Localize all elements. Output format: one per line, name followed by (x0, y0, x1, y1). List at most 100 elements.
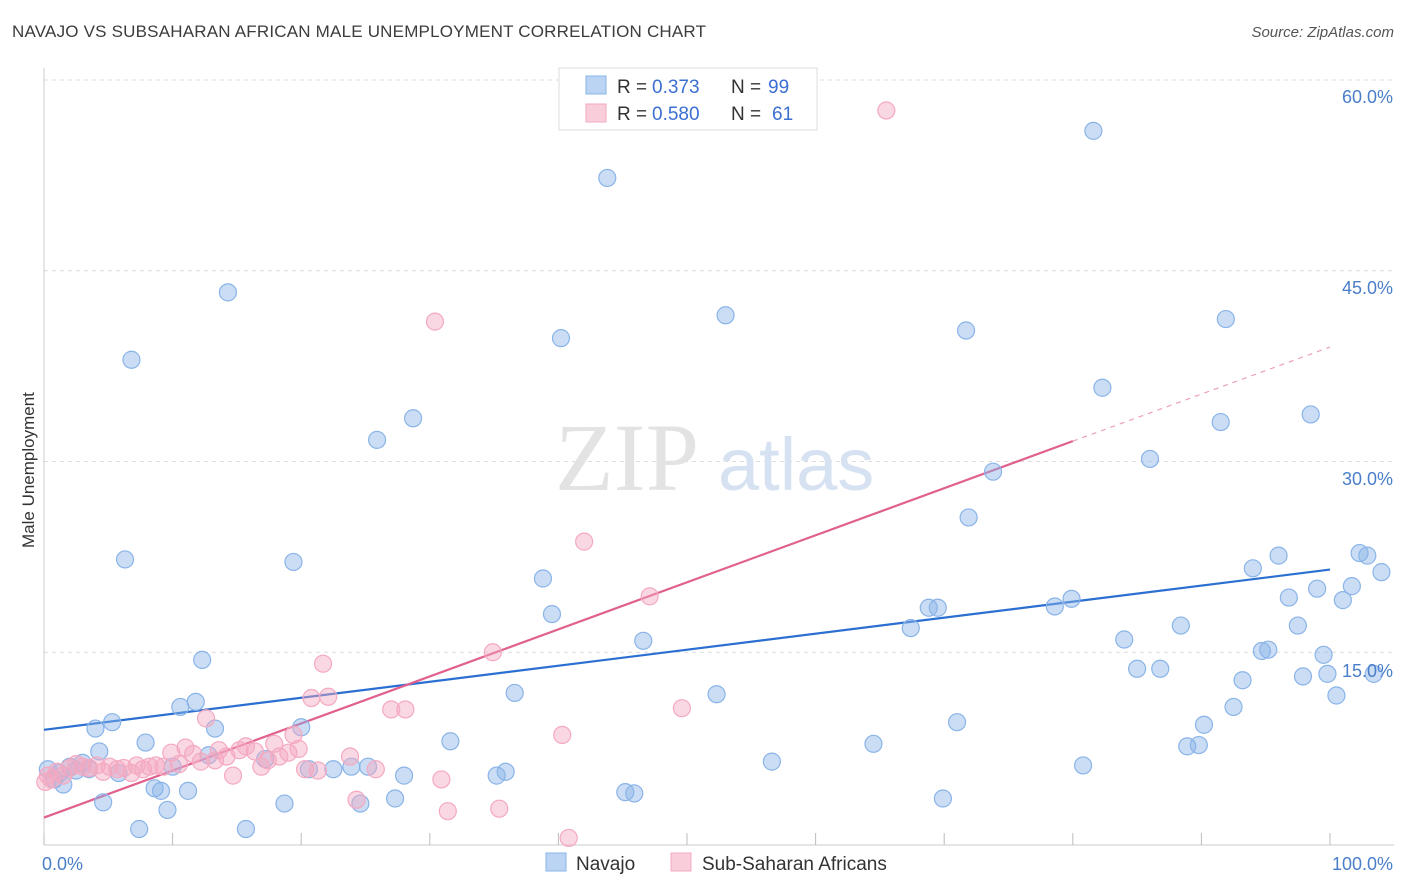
bottom-legend-swatch-navajo (545, 852, 567, 872)
point-navajo (533, 569, 553, 588)
point-navajo (551, 329, 571, 348)
point-navajo (505, 683, 524, 703)
point-subsaharan (877, 101, 896, 120)
point-subsaharan (245, 742, 265, 761)
point-navajo (1301, 405, 1320, 424)
point-subsaharan (308, 761, 328, 780)
point-navajo (1115, 630, 1134, 649)
bottom-legend-subsaharan: Sub-Saharan Africans (702, 854, 887, 875)
point-subsaharan (191, 752, 210, 771)
legend-n-navajo: 99 (768, 77, 789, 98)
point-subsaharan (295, 760, 315, 779)
point-navajo (115, 550, 135, 569)
point-navajo (1314, 645, 1333, 664)
point-navajo (707, 685, 726, 704)
legend-r-navajo: 0.373 (652, 77, 700, 98)
point-navajo (1279, 588, 1298, 607)
point-navajo (275, 794, 294, 813)
point-subsaharan (438, 802, 457, 821)
point-subsaharan (223, 766, 243, 785)
x-tick-label-min: 0.0% (42, 854, 83, 874)
y-axis-label: Male Unemployment (19, 392, 38, 548)
point-navajo (158, 800, 177, 820)
legend-swatch-subsaharan (585, 103, 607, 123)
y-tick-label-30: 30.0% (1342, 469, 1393, 489)
legend-n-label-subsaharan: N = (731, 104, 761, 125)
point-navajo (1372, 563, 1391, 582)
point-subsaharan (425, 312, 445, 331)
point-navajo (236, 819, 256, 839)
point-navajo (864, 734, 883, 753)
point-navajo (1269, 546, 1288, 565)
point-navajo (716, 306, 735, 325)
point-navajo (171, 697, 190, 717)
point-navajo (1318, 664, 1337, 683)
point-subsaharan (205, 751, 225, 770)
point-navajo (1333, 591, 1352, 610)
point-navajo (1140, 449, 1160, 469)
legend-r-label-subsaharan: R = (617, 104, 647, 125)
point-subsaharan (146, 756, 165, 775)
legend-swatch-navajo (585, 75, 607, 95)
point-navajo (901, 618, 920, 638)
point-navajo (947, 713, 967, 732)
point-navajo (1151, 659, 1170, 678)
chart-title: NAVAJO VS SUBSAHARAN AFRICAN MALE UNEMPL… (12, 22, 707, 41)
point-navajo (1216, 309, 1235, 329)
point-subsaharan (490, 799, 509, 818)
point-navajo (86, 719, 105, 738)
point-subsaharan (140, 757, 159, 776)
point-navajo (186, 692, 205, 711)
point-navajo (1045, 597, 1064, 616)
point-subsaharan (553, 725, 572, 745)
point-navajo (284, 552, 303, 572)
point-navajo (292, 718, 311, 737)
point-navajo (394, 766, 414, 785)
point-navajo (959, 508, 978, 527)
point-navajo (1233, 671, 1252, 690)
point-navajo (1252, 641, 1271, 661)
point-navajo (122, 350, 141, 369)
point-navajo (218, 283, 237, 302)
point-navajo (1224, 697, 1243, 717)
point-navajo (496, 762, 515, 781)
point-navajo (130, 819, 149, 839)
point-subsaharan (279, 743, 298, 762)
watermark-atlas: atlas (718, 423, 874, 506)
point-subsaharan (54, 766, 73, 785)
point-navajo (933, 789, 953, 808)
point-navajo (136, 733, 155, 752)
point-subsaharan (575, 532, 594, 551)
point-navajo (1189, 735, 1208, 755)
point-navajo (598, 168, 617, 188)
point-subsaharan (196, 709, 216, 728)
point-subsaharan (483, 643, 502, 662)
point-navajo (151, 781, 171, 800)
point-navajo (1243, 559, 1262, 578)
legend-n-label-navajo: N = (731, 77, 761, 98)
point-subsaharan (672, 699, 691, 718)
source-label: Source: ZipAtlas.com (1251, 24, 1394, 41)
point-navajo (1342, 577, 1361, 596)
bottom-legend: Navajo Sub-Saharan Africans (545, 852, 887, 875)
point-navajo (90, 742, 109, 761)
axes (43, 68, 1394, 846)
point-navajo (928, 598, 947, 617)
point-navajo (367, 430, 387, 449)
data-points (36, 101, 1391, 848)
point-subsaharan (270, 747, 289, 766)
bottom-legend-navajo: Navajo (576, 854, 635, 875)
point-navajo (205, 719, 225, 738)
grid (44, 79, 1394, 653)
point-subsaharan (258, 751, 277, 770)
point-navajo (983, 462, 1003, 481)
point-navajo (94, 793, 113, 812)
point-navajo (1062, 589, 1081, 608)
legend: R = 0.373 N = 99 R = 0.580 N = 61 (558, 67, 818, 131)
point-subsaharan (382, 700, 401, 719)
point-subsaharan (73, 757, 92, 776)
legend-n-subsaharan: 61 (772, 104, 793, 125)
point-subsaharan (108, 760, 127, 779)
point-subsaharan (640, 587, 659, 606)
point-navajo (193, 650, 212, 669)
